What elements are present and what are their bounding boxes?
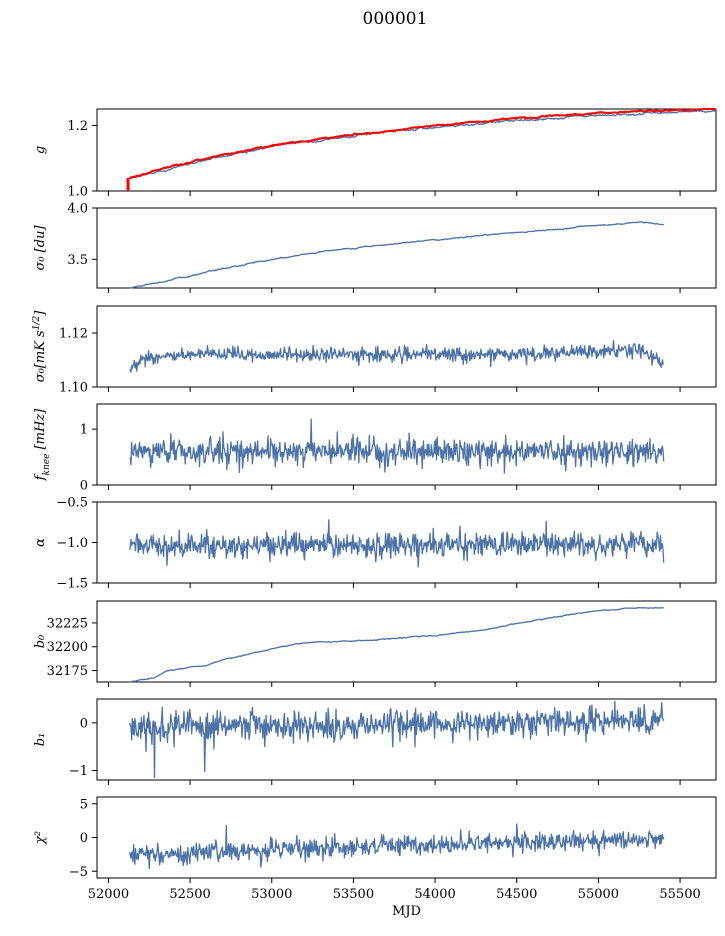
ytick-label: 5 [80,797,88,812]
ytick-label: 32225 [47,616,88,631]
panel-5: −1.5 −1.0 −0.5 α [33,496,717,592]
series-line-8-1 [129,823,665,870]
panels: 1.0 1.2 g 3.5 4.0 σ₀ [du] 1.10 1.12 σ₀[mK s1/2] 0… [32,108,717,919]
ylabel-4: fknee [mHz] [33,408,52,481]
ytick-label: 32200 [47,640,88,655]
figure-title: 000001 [363,9,428,29]
panel-7: −1 0 b₁ [33,698,717,785]
xtick-label: 53500 [333,887,374,902]
series-line-4-1 [129,418,665,474]
ytick-label: −1.0 [56,536,88,551]
ylabel-2: σ₀ [du] [33,225,48,271]
xtick-label: 55500 [659,887,700,902]
series-line-1-1 [129,109,717,180]
ylabel-8: χ² [33,831,48,845]
ytick-label: 3.5 [67,253,88,268]
series-line-2-1 [129,221,665,289]
axes-frame-4 [96,403,717,486]
xaxis-label: MJD [392,904,421,919]
ytick-label: 1.12 [59,327,88,342]
ytick-label: 1.10 [59,381,88,396]
series-line-1-2 [128,108,717,179]
xtick-label: 54000 [414,887,455,902]
ylabel-7: b₁ [33,733,48,747]
ytick-label: 0 [80,479,88,494]
ytick-label: 0 [80,831,88,846]
series-line-7-1 [129,700,665,779]
series-line-3-1 [129,339,664,373]
ytick-label: 1 [80,423,88,438]
panel-4: 0 1 fknee [mHz] [33,403,717,494]
axes-frame-1 [96,108,717,192]
ylabel-5: α [33,538,48,547]
ytick-label: −0.5 [56,496,88,511]
panel-1: 1.0 1.2 g [33,108,717,200]
axes-frame-7 [96,698,717,781]
xtick-label: 53000 [251,887,292,902]
ytick-label: 4.0 [67,202,88,217]
panel-2: 3.5 4.0 σ₀ [du] [33,202,717,293]
ytick-label: 32175 [47,664,88,679]
ytick-label: −5 [69,865,88,880]
ytick-label: 1.0 [67,185,88,200]
series-line-5-1 [129,519,665,568]
xtick-label: 52000 [88,887,129,902]
xtick-label: 52500 [169,887,210,902]
ylabel-3: σ₀[mK s1/2] [32,310,48,382]
ytick-label: −1.5 [56,577,88,592]
panel-6: 32175 32200 32225 b₀ [33,600,717,687]
ylabel-1: g [33,146,48,154]
ylabel-6: b₀ [33,634,48,648]
ytick-label: 0 [80,716,88,731]
axes-frame-6 [96,600,717,683]
panel-8: −5 0 5 52000 52500 53000 53500 54000 54500 55000 5… [33,796,717,919]
axes-frame-2 [96,207,717,289]
axes-frame-3 [96,305,717,388]
xtick-label: 54500 [496,887,537,902]
ytick-label: 1.2 [67,119,88,134]
ytick-label: −1 [69,764,88,779]
xtick-label: 55000 [578,887,619,902]
panel-3: 1.10 1.12 σ₀[mK s1/2] [32,305,717,396]
series-line-6-1 [129,606,664,683]
